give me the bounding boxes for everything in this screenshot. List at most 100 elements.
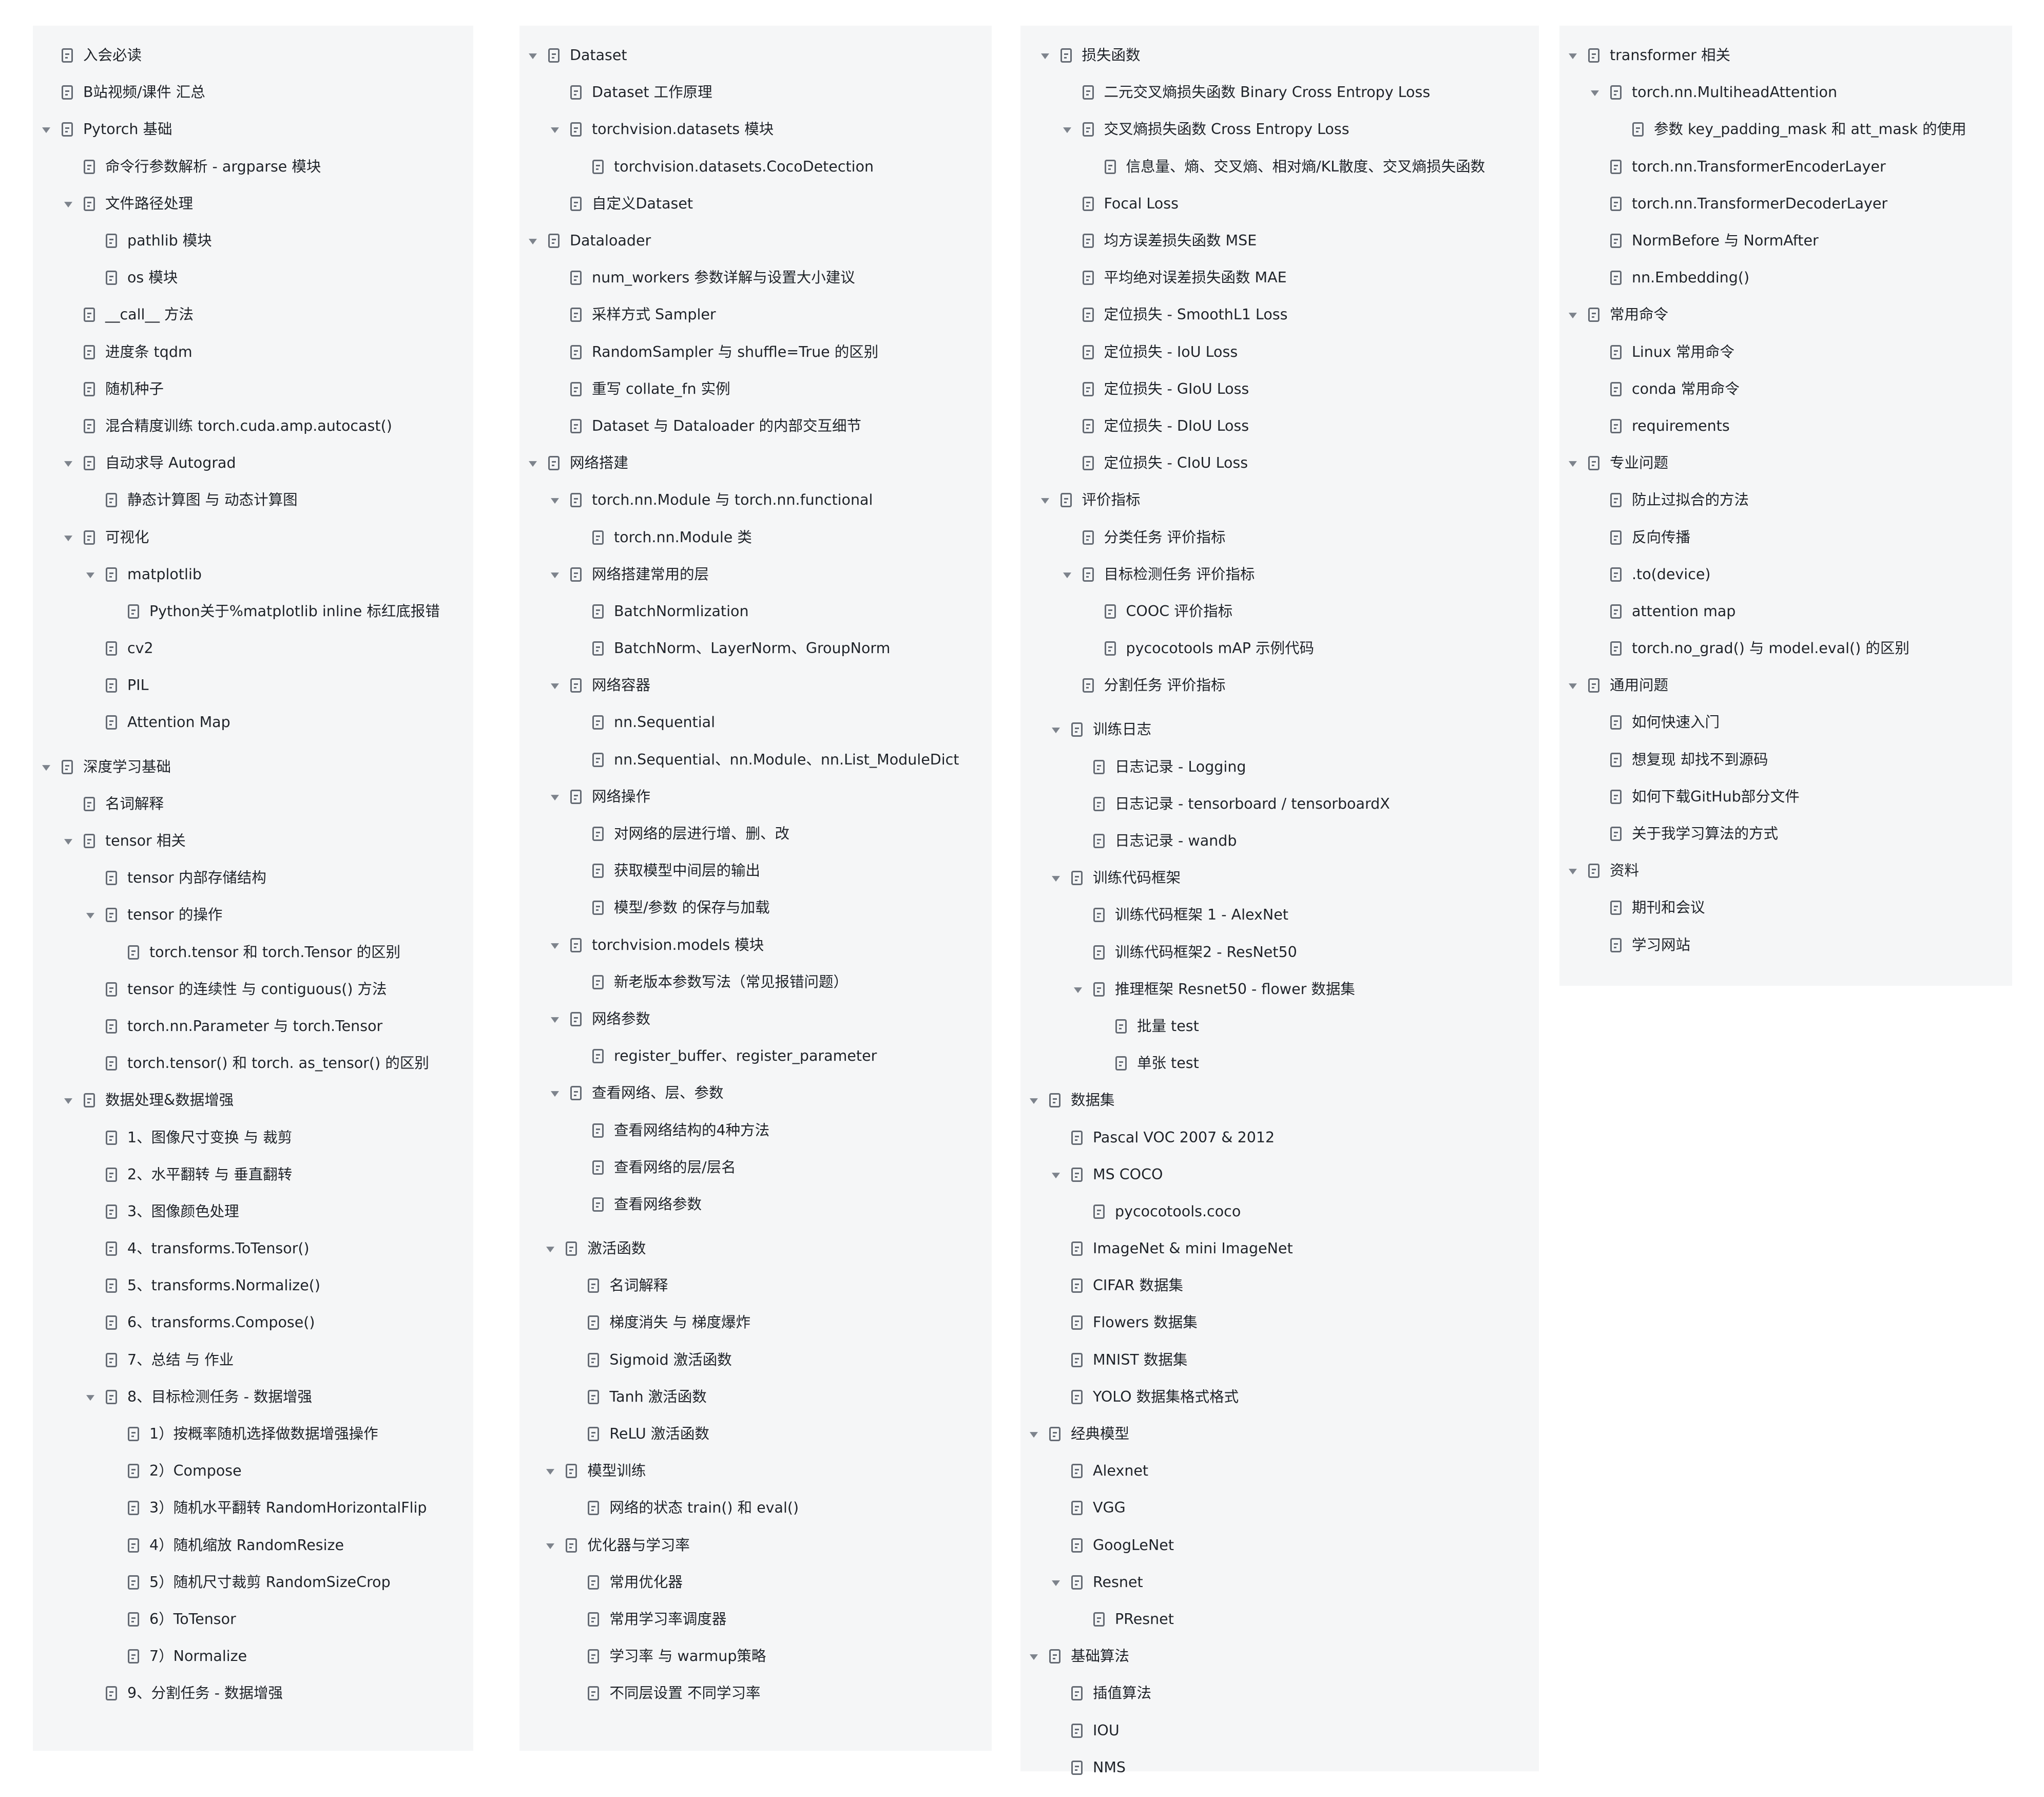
chevron-down-icon[interactable] <box>551 1091 559 1097</box>
outline-item[interactable]: Tanh 激活函数 <box>519 1379 992 1416</box>
outline-item[interactable]: Flowers 数据集 <box>1020 1304 1539 1341</box>
outline-item[interactable]: tensor 的操作 <box>33 896 473 933</box>
outline-item[interactable]: 定位损失 - CIoU Loss <box>1020 445 1539 482</box>
outline-item[interactable]: 参数 key_padding_mask 和 att_mask 的使用 <box>1559 111 2012 148</box>
chevron-down-icon[interactable] <box>1063 127 1071 133</box>
chevron-down-icon[interactable] <box>529 461 537 467</box>
outline-item[interactable]: tensor 相关 <box>33 823 473 859</box>
outline-item[interactable]: 分割任务 评价指标 <box>1020 667 1539 704</box>
outline-item[interactable]: tensor 的连续性 与 contiguous() 方法 <box>33 971 473 1008</box>
outline-item[interactable]: 评价指标 <box>1020 482 1539 519</box>
outline-item[interactable]: 新老版本参数写法（常见报错问题） <box>519 964 992 1001</box>
outline-item[interactable]: 自动求导 Autograd <box>33 445 473 482</box>
outline-item[interactable]: 查看网络的层/层名 <box>519 1149 992 1186</box>
outline-item[interactable]: Dataset 与 Dataloader 的内部交互细节 <box>519 408 992 445</box>
outline-item[interactable]: 3、图像颜色处理 <box>33 1193 473 1230</box>
outline-item[interactable]: torch.nn.MultiheadAttention <box>1559 74 2012 111</box>
chevron-down-icon[interactable] <box>1569 683 1577 690</box>
outline-item[interactable]: 定位损失 - SmoothL1 Loss <box>1020 296 1539 333</box>
outline-item[interactable]: 常用命令 <box>1559 296 2012 333</box>
outline-item[interactable]: 学习网站 <box>1559 927 2012 964</box>
outline-item[interactable]: 随机种子 <box>33 371 473 408</box>
outline-item[interactable]: torch.nn.Module 与 torch.nn.functional <box>519 482 992 519</box>
chevron-down-icon[interactable] <box>546 1543 555 1549</box>
outline-item[interactable]: 对网络的层进行增、删、改 <box>519 815 992 852</box>
outline-item[interactable]: 日志记录 - tensorboard / tensorboardX <box>1020 786 1539 823</box>
outline-item[interactable]: 进度条 tqdm <box>33 334 473 371</box>
outline-item[interactable]: RandomSampler 与 shuffle=True 的区别 <box>519 334 992 371</box>
chevron-down-icon[interactable] <box>551 127 559 133</box>
outline-item[interactable]: transformer 相关 <box>1559 37 2012 74</box>
outline-item[interactable]: pycocotools mAP 示例代码 <box>1020 630 1539 667</box>
outline-item[interactable]: Dataloader <box>519 222 992 259</box>
outline-item[interactable]: tensor 内部存储结构 <box>33 859 473 896</box>
outline-item[interactable]: 定位损失 - GIoU Loss <box>1020 371 1539 408</box>
outline-item[interactable]: 可视化 <box>33 519 473 556</box>
outline-item[interactable]: 7）Normalize <box>33 1638 473 1675</box>
outline-item[interactable]: 日志记录 - wandb <box>1020 823 1539 859</box>
outline-item[interactable]: Dataset 工作原理 <box>519 74 992 111</box>
outline-item[interactable]: 信息量、熵、交叉熵、相对熵/KL散度、交叉熵损失函数 <box>1020 148 1539 185</box>
outline-item[interactable]: B站视频/课件 汇总 <box>33 74 473 111</box>
outline-item[interactable]: 静态计算图 与 动态计算图 <box>33 482 473 519</box>
outline-item[interactable]: 激活函数 <box>519 1230 992 1267</box>
outline-item[interactable]: 网络操作 <box>519 778 992 815</box>
outline-item[interactable]: 5）随机尺寸裁剪 RandomSizeCrop <box>33 1564 473 1601</box>
outline-item[interactable]: matplotlib <box>33 556 473 593</box>
outline-item[interactable]: 名词解释 <box>33 786 473 823</box>
chevron-down-icon[interactable] <box>42 127 50 133</box>
outline-item[interactable]: Sigmoid 激活函数 <box>519 1342 992 1379</box>
outline-item[interactable]: 推理框架 Resnet50 - flower 数据集 <box>1020 971 1539 1008</box>
chevron-down-icon[interactable] <box>529 53 537 60</box>
chevron-down-icon[interactable] <box>529 239 537 245</box>
outline-item[interactable]: 入会必读 <box>33 37 473 74</box>
chevron-down-icon[interactable] <box>1052 728 1060 734</box>
outline-item[interactable]: torchvision.datasets.CocoDetection <box>519 148 992 185</box>
outline-item[interactable]: 目标检测任务 评价指标 <box>1020 556 1539 593</box>
outline-item[interactable]: Dataset <box>519 37 992 74</box>
outline-item[interactable]: 期刊和会议 <box>1559 889 2012 926</box>
outline-item[interactable]: 反向传播 <box>1559 519 2012 556</box>
chevron-down-icon[interactable] <box>1591 90 1599 97</box>
outline-item[interactable]: 单张 test <box>1020 1045 1539 1082</box>
outline-item[interactable]: 定位损失 - IoU Loss <box>1020 334 1539 371</box>
chevron-down-icon[interactable] <box>64 201 72 207</box>
outline-item[interactable]: 网络参数 <box>519 1001 992 1038</box>
chevron-down-icon[interactable] <box>1074 987 1082 993</box>
chevron-down-icon[interactable] <box>86 913 94 919</box>
outline-item[interactable]: 平均绝对误差损失函数 MAE <box>1020 259 1539 296</box>
outline-item[interactable]: 不同层设置 不同学习率 <box>519 1675 992 1712</box>
outline-item[interactable]: 重写 collate_fn 实例 <box>519 371 992 408</box>
outline-item[interactable]: 模型训练 <box>519 1452 992 1489</box>
chevron-down-icon[interactable] <box>42 764 50 771</box>
chevron-down-icon[interactable] <box>64 839 72 845</box>
chevron-down-icon[interactable] <box>86 572 94 578</box>
chevron-down-icon[interactable] <box>1040 498 1049 504</box>
outline-item[interactable]: torch.tensor() 和 torch. as_tensor() 的区别 <box>33 1045 473 1082</box>
outline-item[interactable]: torch.nn.TransformerEncoderLayer <box>1559 148 2012 185</box>
chevron-down-icon[interactable] <box>551 1017 559 1023</box>
chevron-down-icon[interactable] <box>1030 1432 1038 1438</box>
chevron-down-icon[interactable] <box>551 683 559 690</box>
outline-item[interactable]: 名词解释 <box>519 1267 992 1304</box>
outline-item[interactable]: 梯度消失 与 梯度爆炸 <box>519 1304 992 1341</box>
outline-item[interactable]: __call__ 方法 <box>33 296 473 333</box>
outline-item[interactable]: Resnet <box>1020 1564 1539 1601</box>
outline-item[interactable]: 6、transforms.Compose() <box>33 1304 473 1341</box>
outline-item[interactable]: 4、transforms.ToTensor() <box>33 1230 473 1267</box>
outline-item[interactable]: 深度学习基础 <box>33 749 473 786</box>
outline-item[interactable]: 训练日志 <box>1020 711 1539 748</box>
outline-item[interactable]: 查看网络、层、参数 <box>519 1075 992 1112</box>
outline-item[interactable]: nn.Sequential <box>519 704 992 741</box>
outline-item[interactable]: pathlib 模块 <box>33 222 473 259</box>
outline-item[interactable]: cv2 <box>33 630 473 667</box>
outline-item[interactable]: 命令行参数解析 - argparse 模块 <box>33 148 473 185</box>
chevron-down-icon[interactable] <box>1052 1580 1060 1586</box>
outline-item[interactable]: 采样方式 Sampler <box>519 296 992 333</box>
outline-item[interactable]: 3）随机水平翻转 RandomHorizontalFlip <box>33 1489 473 1526</box>
outline-item[interactable]: 网络搭建 <box>519 445 992 482</box>
outline-item[interactable]: Alexnet <box>1020 1452 1539 1489</box>
outline-item[interactable]: requirements <box>1559 408 2012 445</box>
chevron-down-icon[interactable] <box>1569 461 1577 467</box>
chevron-down-icon[interactable] <box>1030 1654 1038 1660</box>
